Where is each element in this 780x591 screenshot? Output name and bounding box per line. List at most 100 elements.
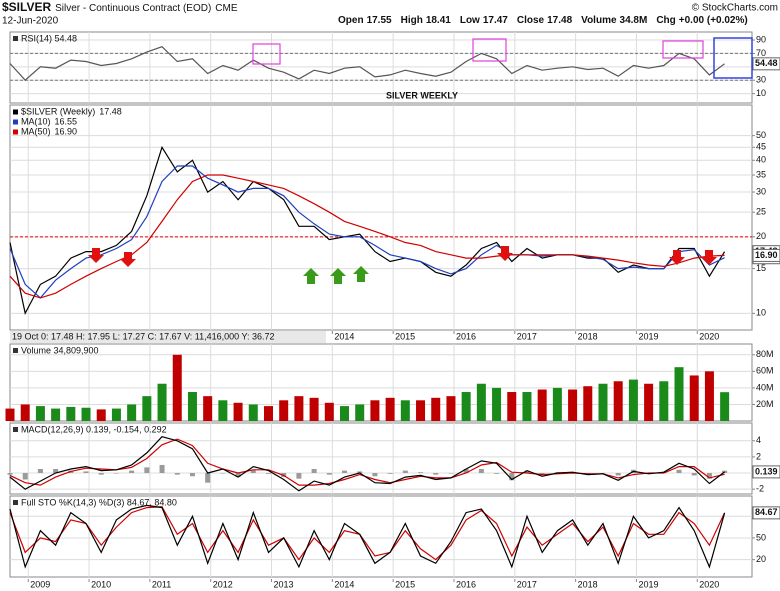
bar <box>342 470 348 474</box>
bar <box>402 470 408 474</box>
panel-title: RSI(14) 54.48 <box>21 33 77 43</box>
y-tick-label: 20M <box>756 399 774 409</box>
bar <box>431 397 441 421</box>
exchange: CME <box>215 3 238 14</box>
bar <box>296 473 302 479</box>
y-tick-label: 80M <box>756 349 774 359</box>
value-tag-box <box>752 57 780 71</box>
bar <box>187 392 197 421</box>
value-tag: 0.139 <box>755 466 778 476</box>
series-line <box>9 436 725 492</box>
highlight-box <box>713 37 753 79</box>
quote-value: 18.41 <box>426 15 451 26</box>
highlight-box <box>252 43 281 65</box>
title-icon <box>13 348 18 353</box>
quote-label: High <box>401 15 423 26</box>
panel-frame <box>9 104 753 331</box>
panel-frame <box>9 343 753 422</box>
bar <box>294 396 304 421</box>
arrow <box>701 250 717 265</box>
bar <box>51 408 61 421</box>
bar <box>478 468 484 474</box>
bar <box>676 469 682 474</box>
x-tick-label: 2014 <box>334 579 354 589</box>
y-tick-label: 10 <box>756 88 766 98</box>
bar <box>615 473 621 476</box>
y-tick-label: 30 <box>756 75 766 85</box>
bar <box>248 404 258 421</box>
bar <box>129 470 135 474</box>
legend-swatch <box>13 119 18 125</box>
bar <box>265 473 271 474</box>
bar <box>537 389 547 421</box>
bar <box>357 471 363 474</box>
quote-label: Open <box>338 15 364 26</box>
header-line: $SILVER Silver - Continuous Contract (EOD… <box>2 0 238 14</box>
panel-frame <box>9 31 753 104</box>
bar <box>448 473 454 474</box>
bar <box>235 473 241 478</box>
instrument-name: Silver - Continuous Contract (EOD) <box>55 3 211 14</box>
y-tick-label: 25 <box>756 207 766 217</box>
x-tick-label: 2017 <box>517 331 537 341</box>
bar <box>203 396 213 421</box>
legend-label: MA(10) <box>21 116 51 126</box>
x-tick-label: 2013 <box>274 579 294 589</box>
credit: © StockCharts.com <box>692 3 778 14</box>
value-tag: 16.90 <box>755 250 778 260</box>
bar <box>127 404 137 421</box>
bar <box>83 471 89 474</box>
bar <box>674 367 684 421</box>
y-tick-label: 2 <box>756 451 761 461</box>
legend-value: 17.48 <box>99 106 122 116</box>
quote-label: Low <box>460 15 480 26</box>
x-tick-label: 2009 <box>30 579 50 589</box>
x-tick-label: 2018 <box>578 579 598 589</box>
bar <box>35 406 45 421</box>
x-tick-label: 2015 <box>395 331 415 341</box>
y-tick-label: -2 <box>756 484 764 494</box>
x-tick-label: 2016 <box>456 331 476 341</box>
y-tick-label: 20 <box>756 231 766 241</box>
arrow <box>669 250 685 265</box>
series-line <box>9 165 725 299</box>
x-tick-label: 2011 <box>152 579 171 589</box>
bar <box>340 406 350 421</box>
x-tick-label: 2020 <box>699 579 719 589</box>
bar <box>598 383 608 421</box>
bar <box>385 397 395 421</box>
bar <box>218 400 228 421</box>
y-tick-label: 90 <box>756 34 766 44</box>
bar <box>205 473 211 483</box>
bar <box>53 468 59 474</box>
bar <box>509 473 515 481</box>
series-line <box>9 46 725 82</box>
bar <box>250 469 256 474</box>
x-tick-label: 2018 <box>578 331 598 341</box>
bar <box>522 392 532 421</box>
y-tick-label: 70 <box>756 48 766 58</box>
down-arrows <box>88 246 717 267</box>
x-tick-label: 2019 <box>638 579 658 589</box>
y-tick-label: 15 <box>756 263 766 273</box>
bar <box>189 473 195 477</box>
bar <box>98 473 104 475</box>
y-tick-label: 40M <box>756 382 774 392</box>
bar <box>568 389 578 421</box>
bar <box>704 371 714 421</box>
annotation: SILVER WEEKLY <box>386 90 458 100</box>
y-tick-label: 50 <box>756 130 766 140</box>
info-box <box>10 331 326 343</box>
series-line <box>9 504 726 569</box>
bar <box>628 379 638 421</box>
arrow <box>497 246 513 261</box>
x-tick-label: 2016 <box>456 579 476 589</box>
y-tick-label: 10 <box>756 308 766 318</box>
x-tick-label: 2015 <box>395 579 415 589</box>
quote-value: 17.55 <box>367 15 392 26</box>
bar <box>326 473 332 475</box>
legend-value: 16.90 <box>55 126 78 136</box>
legend-value: 16.55 <box>55 116 78 126</box>
bar <box>720 392 730 421</box>
